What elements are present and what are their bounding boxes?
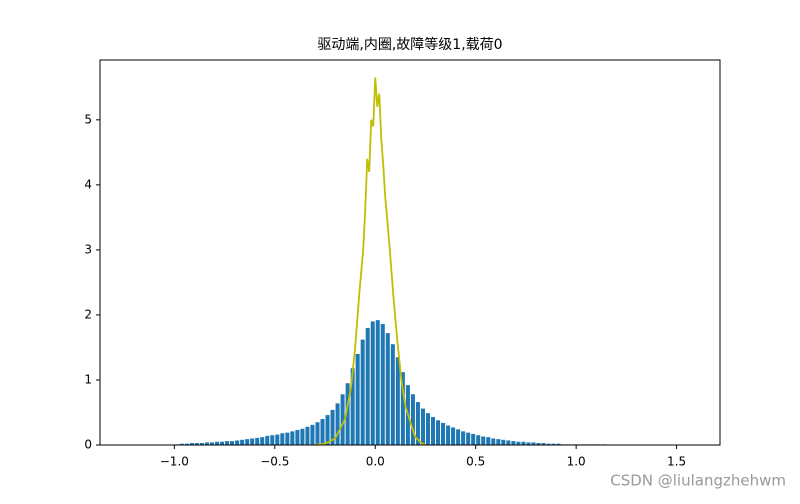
bar <box>496 439 501 445</box>
bar <box>441 422 446 445</box>
plot-frame <box>99 59 721 446</box>
bar <box>315 422 320 445</box>
bar <box>250 438 255 445</box>
bar <box>345 383 350 445</box>
bar <box>335 403 340 445</box>
bar <box>235 440 240 445</box>
bar <box>425 413 430 445</box>
bar <box>491 438 496 445</box>
bar <box>199 443 204 445</box>
bar <box>209 442 215 445</box>
bar <box>260 437 265 445</box>
bar <box>511 441 516 445</box>
bar <box>526 442 531 445</box>
bar <box>245 439 250 445</box>
bar <box>325 415 330 445</box>
chart-title: 驱动端,内圈,故障等级1,载荷0 <box>317 36 502 53</box>
bar <box>385 333 390 445</box>
bar <box>556 443 561 445</box>
bar <box>400 372 405 445</box>
bar <box>536 443 541 445</box>
bar <box>531 442 536 445</box>
bar <box>476 435 481 445</box>
bar <box>265 435 270 445</box>
y-tick-label: 2 <box>84 307 92 321</box>
bar <box>320 418 325 445</box>
bar <box>415 402 420 445</box>
bar <box>380 324 385 445</box>
bar <box>275 434 280 445</box>
bar <box>215 441 220 445</box>
bar <box>551 443 556 445</box>
x-tick-label: 1.5 <box>667 455 686 469</box>
bar <box>461 431 466 445</box>
bar <box>521 441 526 445</box>
x-tick-label: −0.5 <box>260 455 289 469</box>
bar <box>220 441 225 445</box>
bar <box>225 441 230 445</box>
y-tick-label: 3 <box>84 242 92 256</box>
y-tick-label: 0 <box>84 438 92 452</box>
line <box>314 77 426 446</box>
bar <box>395 357 400 445</box>
bar <box>355 353 360 445</box>
bar <box>295 430 300 445</box>
bar <box>350 368 355 445</box>
bar <box>546 443 551 445</box>
bar <box>290 431 295 445</box>
bar <box>430 417 436 445</box>
bar <box>466 432 471 445</box>
bar <box>451 427 456 445</box>
bar <box>184 443 189 445</box>
bar <box>240 439 245 445</box>
bar <box>486 437 491 445</box>
bar <box>420 408 425 445</box>
bar <box>270 435 275 445</box>
bar <box>255 437 260 445</box>
y-tick-label: 5 <box>84 112 92 126</box>
bar <box>410 394 415 445</box>
bar <box>390 344 395 445</box>
bar <box>189 443 194 445</box>
bar <box>230 441 235 445</box>
bar <box>541 443 546 445</box>
bar <box>436 420 441 445</box>
bar <box>280 433 285 445</box>
y-tick-label: 1 <box>84 372 92 386</box>
bar <box>471 433 476 445</box>
x-tick-label: 0.5 <box>466 455 485 469</box>
bar <box>194 443 199 445</box>
bar <box>204 442 209 445</box>
bar <box>501 439 506 445</box>
x-tick-label: 1.0 <box>567 455 586 469</box>
bar <box>506 440 511 445</box>
bar <box>456 429 461 445</box>
watermark: CSDN @liulangzhehwm <box>610 472 786 490</box>
bar <box>516 441 521 445</box>
bar <box>179 443 184 445</box>
bar <box>375 320 380 445</box>
bar <box>330 409 335 445</box>
x-tick-label: −1.0 <box>160 455 189 469</box>
bar <box>340 394 345 445</box>
x-tick-label: 0.0 <box>366 455 385 469</box>
bar <box>310 424 315 445</box>
bar <box>305 426 310 445</box>
bar <box>360 339 365 445</box>
bar <box>285 432 290 445</box>
bar <box>365 327 370 445</box>
bar <box>370 321 375 445</box>
y-tick-label: 4 <box>84 177 92 191</box>
bar <box>481 436 486 445</box>
bar <box>446 425 451 445</box>
bar <box>300 428 305 445</box>
